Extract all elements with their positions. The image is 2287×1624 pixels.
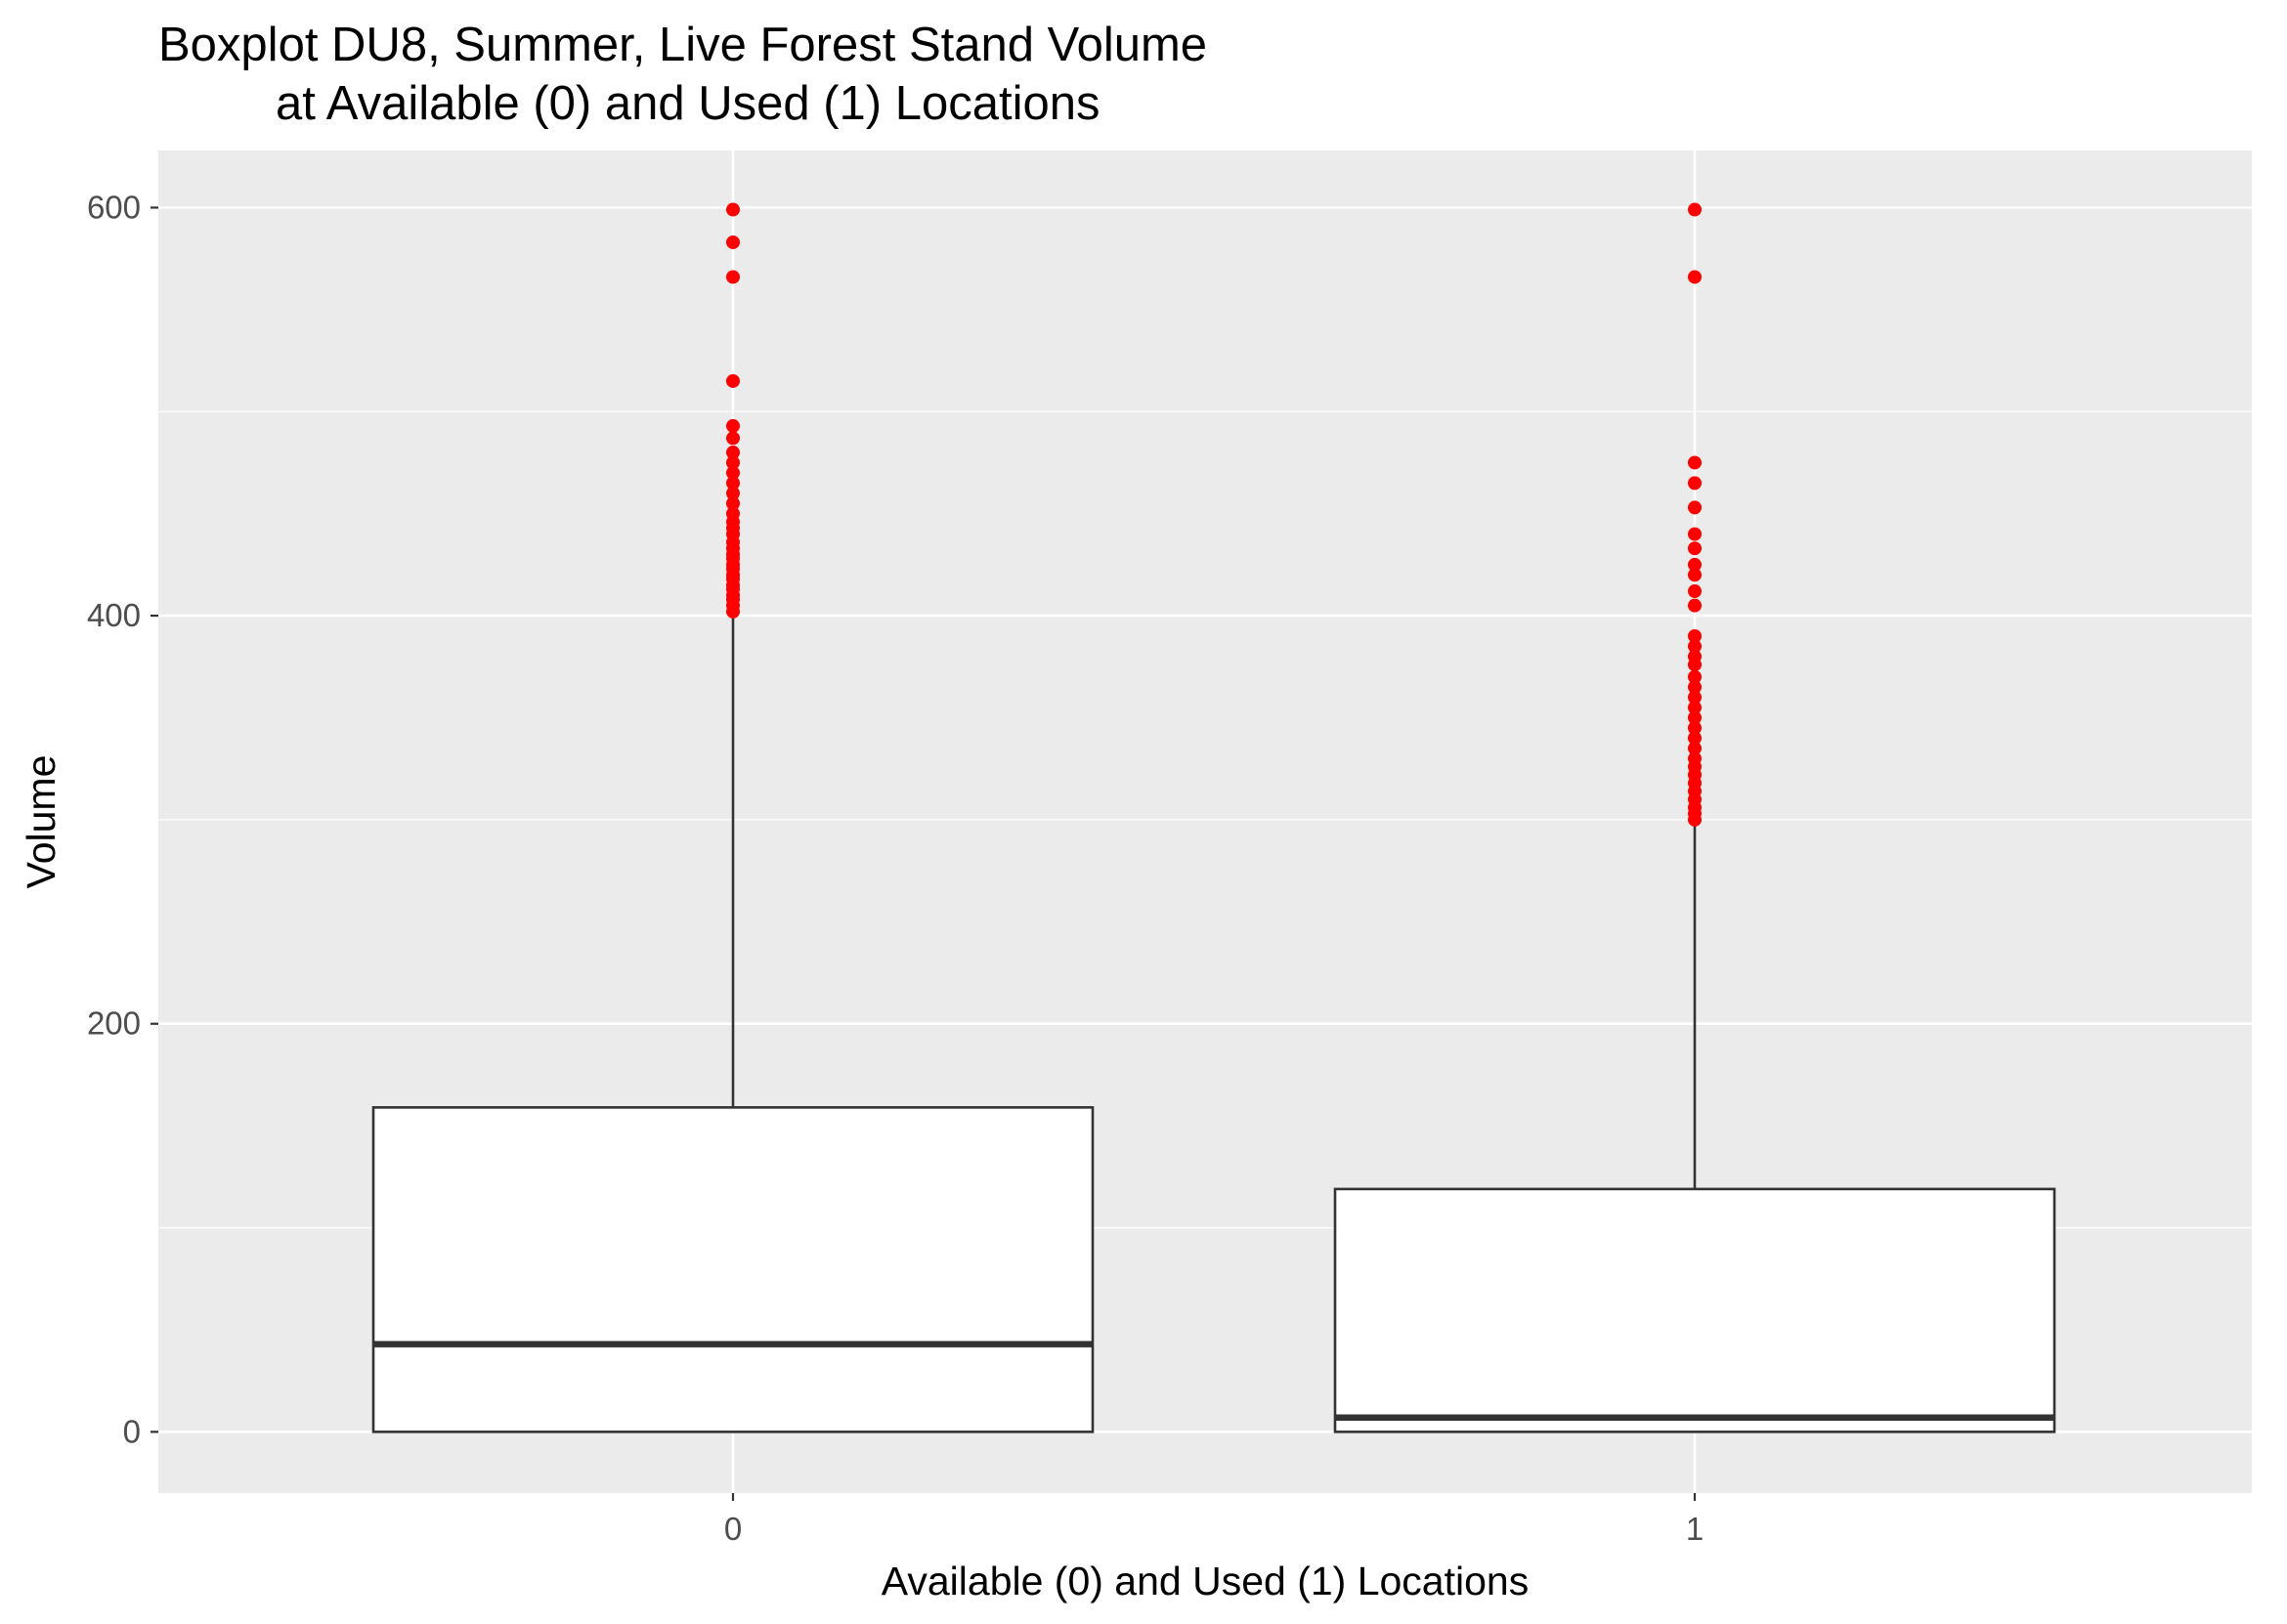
outlier-point [1688,741,1702,755]
outlier-point [1688,527,1702,541]
outlier-point [1688,476,1702,491]
outlier-point [1688,751,1702,766]
outlier-point [1688,557,1702,572]
outlier-point [1688,541,1702,556]
outlier-point [726,373,740,388]
x-tick-label: 0 [724,1511,742,1547]
outlier-point [726,431,740,446]
box-group [371,202,1095,1433]
outlier-point [726,506,740,521]
box-iqr [371,1106,1095,1433]
outlier-point [1688,598,1702,613]
y-tick-label: 200 [87,1005,141,1042]
outlier-point [1688,720,1702,735]
outlier-point [1688,628,1702,643]
outlier-point [1688,584,1702,599]
y-tick-label: 400 [87,597,141,633]
outlier-point [1688,202,1702,217]
outlier-point [726,486,740,500]
outlier-point [726,455,740,470]
outlier-point [1688,639,1702,654]
chart-title-line-2: at Available (0) and Used (1) Locations [276,77,1100,130]
outlier-point [726,476,740,491]
axes: 0 200 400 600 0 1 [87,189,1704,1547]
outlier-point [726,235,740,249]
x-axis-title: Available (0) and Used (1) Locations [882,1559,1529,1603]
y-axis-title: Volume [19,755,64,889]
y-tick-label: 600 [87,189,141,225]
outlier-point [1688,701,1702,715]
outlier-point [1688,669,1702,684]
outlier-point [1688,270,1702,284]
chart-title-line-1: Boxplot DU8, Summer, Live Forest Stand V… [158,19,1207,71]
outlier-point [1688,455,1702,470]
outlier-point [1688,690,1702,705]
outlier-point [726,446,740,460]
outlier-point [1688,710,1702,725]
outlier-point [726,465,740,480]
outlier-point [726,496,740,511]
outlier-point [726,202,740,217]
outlier-point [1688,731,1702,746]
outlier-point [726,418,740,433]
outlier-point [1688,680,1702,695]
box-group [1333,202,2056,1433]
outlier-point [726,270,740,284]
box-iqr [1333,1187,2056,1433]
outlier-point [1688,500,1702,515]
boxes [371,202,2056,1433]
y-tick-label: 0 [123,1413,141,1449]
outlier-point [1688,568,1702,582]
x-tick-label: 1 [1686,1511,1704,1547]
outlier-point [1688,649,1702,663]
